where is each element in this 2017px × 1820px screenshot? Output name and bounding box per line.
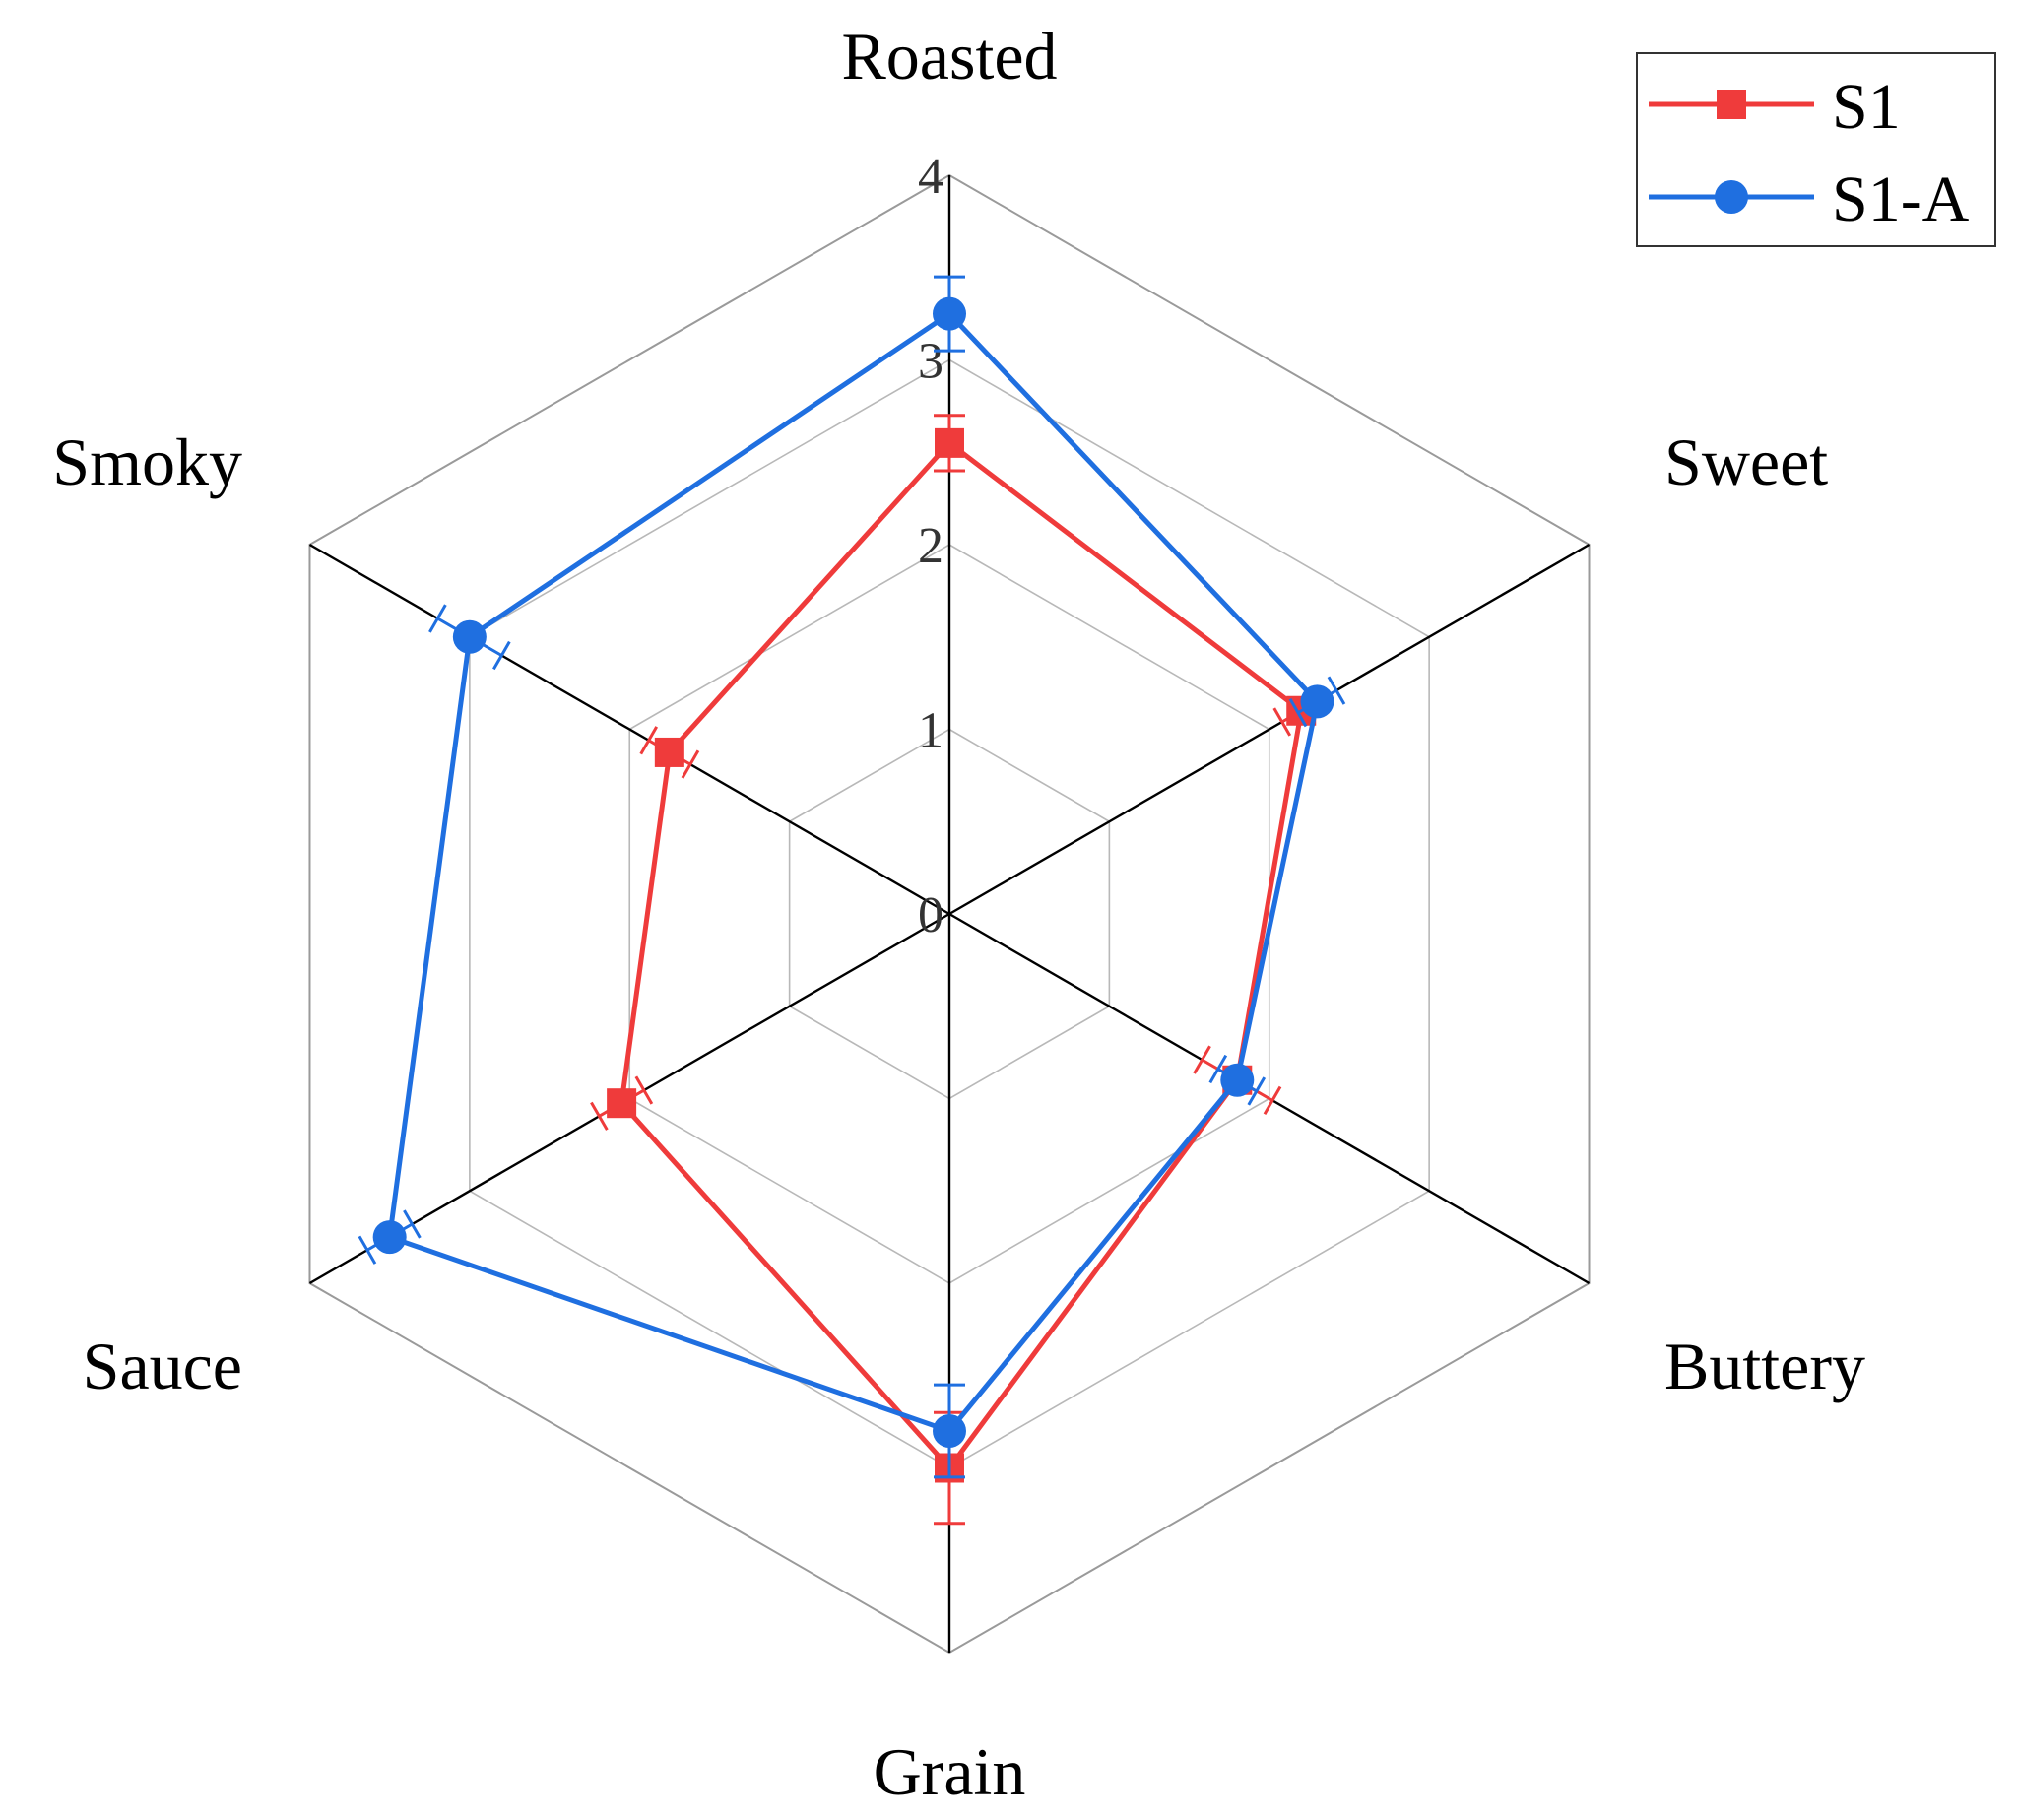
series-line-s1-a [386,310,1321,1434]
series-line-s1 [618,439,1304,1472]
legend-marker-square [1717,90,1746,119]
tick-labels: 0 1 2 3 4 [918,149,943,943]
legend-box [1636,52,1996,247]
data-point [935,427,964,458]
legend-label: S1-A [1832,163,1970,235]
axis-label-sauce: Sauce [83,1329,242,1403]
tick-label-1: 1 [918,703,943,759]
axis-label-buttery: Buttery [1664,1329,1865,1403]
data-point [933,1414,966,1448]
legend-item-s1: S1 [1649,71,1901,143]
data-point [1220,1063,1255,1097]
legend-marker-circle [1715,180,1748,214]
data-point [1300,684,1334,719]
tick-label-0: 0 [918,887,943,943]
axis-label-sweet: Sweet [1664,424,1828,499]
axis-label-smoky: Smoky [52,424,242,499]
axis-label-grain: Grain [874,1734,1026,1809]
series-layer [358,275,1346,1526]
tick-label-4: 4 [918,149,943,205]
series-s1 [590,414,1331,1526]
legend: S1 S1-A [1636,52,1996,247]
axis-line-sweet [948,543,1591,916]
tick-label-3: 3 [918,334,943,390]
data-point [372,1220,407,1255]
series-s1-a [358,275,1346,1479]
data-point [607,1088,637,1119]
axis-line-smoky [308,543,950,916]
axis-label-roasted: Roasted [841,19,1057,94]
data-point [933,296,966,331]
legend-label: S1 [1832,71,1901,143]
data-point [654,737,684,767]
axis-labels: Roasted Sweet Buttery Grain Sauce Smoky [52,19,1865,1809]
data-point [452,619,487,654]
legend-item-s1-a: S1-A [1649,163,1970,235]
tick-label-2: 2 [918,518,943,574]
